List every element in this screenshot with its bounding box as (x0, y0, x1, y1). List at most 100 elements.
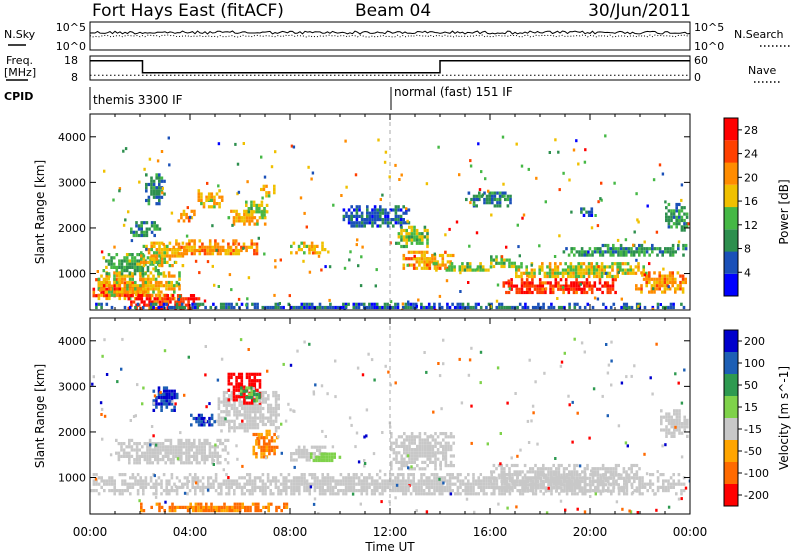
power-speckle (328, 265, 332, 269)
velocity-cell-0 (378, 485, 382, 489)
velocity-speckle (684, 486, 688, 490)
velocity-cell-0 (363, 489, 366, 493)
power-cell-26 (157, 305, 161, 310)
power-cell-6 (193, 248, 196, 253)
power-cell-26 (336, 305, 340, 310)
power-cell-14 (386, 214, 390, 218)
power-cell-21 (551, 274, 554, 279)
velocity-cell-4 (405, 451, 409, 455)
velocity-cell-7 (233, 509, 237, 513)
velocity-speckle (688, 479, 690, 483)
power-cell-21 (624, 268, 627, 272)
power-cell-20 (583, 290, 586, 295)
velocity-cell-0 (370, 476, 374, 480)
power-cell-20 (606, 290, 610, 295)
power-cell-16 (421, 238, 424, 242)
power-cell-21 (574, 265, 578, 269)
power-cell-1 (113, 290, 116, 294)
power-cell-5 (143, 233, 146, 238)
velocity-cell-7 (210, 502, 213, 506)
velocity-cell-1 (125, 445, 128, 449)
velocity-cell-2 (246, 410, 249, 414)
velocity-cell-4 (423, 451, 427, 455)
velocity-cell-4 (416, 454, 419, 458)
power-cell-12 (155, 192, 158, 196)
velocity-cell-2 (254, 403, 257, 407)
power-cell-14 (342, 218, 346, 222)
velocity-cell-11 (230, 372, 233, 376)
power-cell-23 (661, 284, 664, 288)
velocity-cell-0 (433, 473, 436, 477)
power-speckle (130, 239, 134, 243)
velocity-cell-0 (173, 489, 176, 493)
velocity-cell-0 (168, 482, 171, 486)
velocity-cell-4 (434, 464, 437, 468)
velocity-cell-11 (258, 379, 262, 383)
power-cell-3 (141, 269, 145, 273)
velocity-cell-1 (190, 442, 193, 446)
power-speckle (112, 198, 115, 202)
velocity-speckle (610, 359, 613, 363)
velocity-cell-0 (321, 476, 324, 480)
velocity-cell-5 (568, 486, 571, 490)
power-cell-22 (570, 247, 573, 251)
velocity-cell-0 (220, 485, 223, 489)
power-cell-16 (410, 238, 414, 242)
power-cell-6 (193, 245, 196, 249)
velocity-cell-0 (480, 489, 483, 493)
velocity-cell-1 (200, 445, 204, 449)
power-cell-12 (147, 198, 151, 203)
velocity-cell-1 (193, 451, 196, 455)
power-cell-1 (121, 293, 124, 297)
power-cell-13 (308, 251, 311, 255)
power-cell-1 (165, 280, 168, 285)
velocity-cell-5 (526, 479, 529, 484)
power-cell-3 (107, 262, 111, 266)
velocity-cell-0 (373, 492, 376, 496)
power-speckle (217, 285, 220, 288)
velocity-cell-5 (573, 473, 576, 477)
velocity-cell-3 (295, 458, 298, 462)
power-colorbar-cell (724, 118, 738, 141)
power-cell-6 (208, 245, 212, 249)
power-cell-21 (548, 262, 552, 266)
power-cell-18 (490, 258, 493, 262)
power-speckle (500, 255, 504, 259)
velocity-speckle (470, 441, 473, 445)
velocity-cell-0 (95, 479, 98, 483)
power-cell-21 (559, 262, 562, 266)
power-cell-22 (619, 247, 623, 251)
power-cell-9 (235, 209, 238, 213)
power-cell-21 (593, 268, 596, 272)
power-cell-20 (572, 281, 576, 285)
power-cell-1 (152, 277, 155, 281)
velocity-cell-3 (290, 458, 293, 462)
power-cell-1 (121, 280, 124, 285)
velocity-cell-7 (254, 505, 257, 509)
velocity-cell-9 (162, 392, 166, 396)
power-cell-12 (158, 202, 161, 206)
power-cell-20 (559, 287, 563, 291)
velocity-cell-0 (313, 479, 317, 483)
power-cell-16 (410, 228, 414, 233)
power-cell-26 (204, 305, 207, 310)
velocity-cell-0 (394, 476, 397, 480)
velocity-cell-0 (662, 473, 665, 477)
velocity-cell-0 (651, 482, 655, 486)
power-cell-25 (585, 210, 588, 214)
velocity-cell-2 (272, 394, 275, 398)
velocity-speckle (406, 454, 410, 458)
power-cell-22 (643, 253, 646, 257)
power-cell-8 (207, 192, 211, 196)
power-cell-26 (638, 302, 642, 306)
power-cell-23 (679, 274, 682, 278)
velocity-cell-5 (539, 476, 542, 480)
power-cell-17 (448, 265, 451, 269)
power-cell-6 (227, 245, 230, 249)
power-cell-26 (199, 302, 202, 306)
velocity-cell-5 (633, 476, 636, 480)
power-cell-14 (394, 214, 398, 218)
power-cell-13 (295, 251, 298, 255)
velocity-speckle (571, 440, 574, 444)
power-cell-6 (255, 252, 259, 256)
